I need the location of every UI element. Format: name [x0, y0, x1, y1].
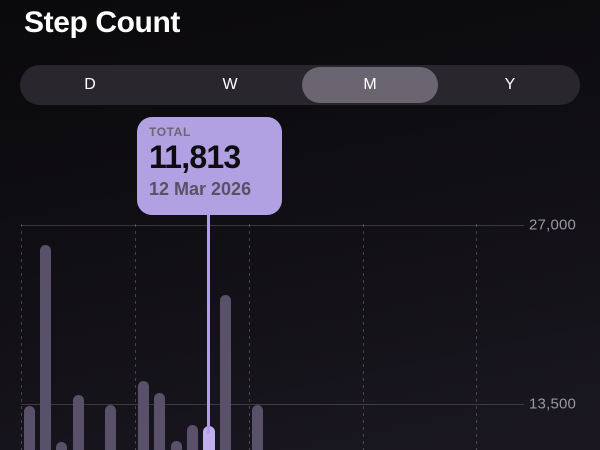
bar-day-15[interactable]: [252, 405, 264, 450]
y-gridline-13500: [21, 403, 524, 405]
bar-day-1[interactable]: [23, 406, 35, 450]
bar-day-3[interactable]: [56, 442, 68, 450]
segment-label: D: [84, 76, 96, 93]
callout-total-value: 11,813: [149, 139, 241, 175]
week-gridline-4: [362, 224, 364, 450]
bar-day-12-selected[interactable]: [202, 425, 215, 450]
bar-day-2[interactable]: [40, 244, 52, 450]
segment-label: W: [222, 76, 238, 93]
y-axis-label-27000: 27,000: [529, 216, 577, 234]
bar-day-4[interactable]: [72, 395, 84, 450]
segment-M[interactable]: M: [302, 67, 438, 103]
page-title: Step Count: [24, 6, 180, 39]
callout-total-label: TOTAL: [149, 125, 191, 139]
bar-day-9[interactable]: [154, 392, 166, 450]
bar-day-13[interactable]: [219, 294, 231, 450]
scrubber-line: [207, 215, 210, 434]
segment-label: M: [363, 76, 377, 93]
week-gridline-2: [134, 224, 136, 450]
week-gridline-3: [248, 224, 250, 450]
segment-W[interactable]: W: [162, 67, 298, 103]
y-gridline-27000: [21, 224, 524, 226]
bar-day-10[interactable]: [170, 441, 182, 450]
bar-day-8[interactable]: [138, 381, 150, 450]
callout-date: 12 Mar 2026: [149, 178, 252, 199]
bar-day-6[interactable]: [105, 405, 117, 450]
selection-callout: TOTAL 11,813 12 Mar 2026: [137, 117, 282, 215]
week-gridline-1: [20, 224, 22, 450]
segment-label: Y: [504, 76, 516, 93]
week-gridline-5: [476, 224, 477, 450]
segment-Y[interactable]: Y: [442, 67, 578, 103]
segment-D[interactable]: D: [22, 67, 158, 103]
y-axis-label-13500: 13,500: [529, 395, 577, 413]
bar-day-11[interactable]: [187, 425, 199, 450]
